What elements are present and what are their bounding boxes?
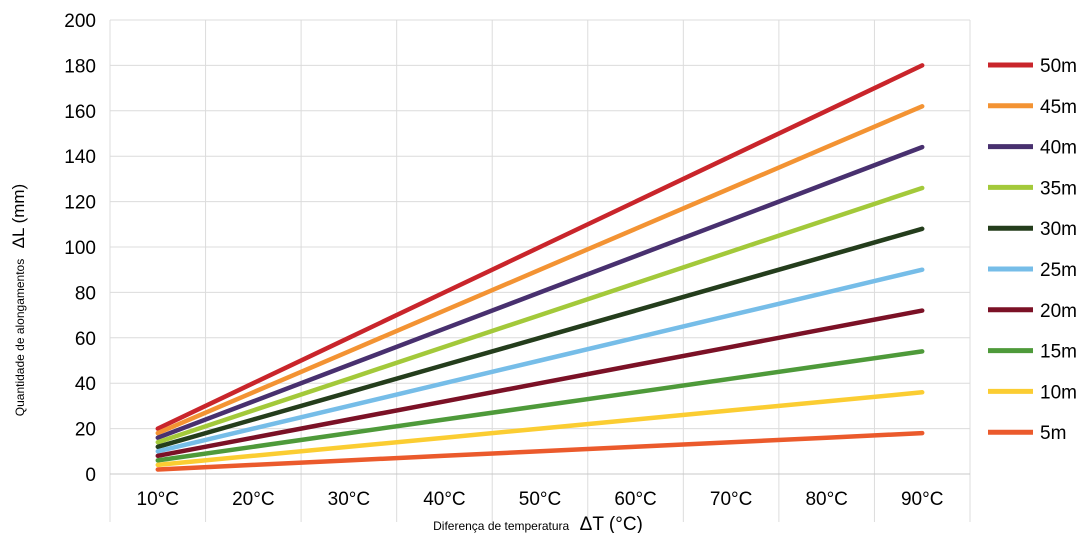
series-line-5m bbox=[155, 430, 925, 472]
legend-label-50m: 50m bbox=[1040, 56, 1077, 77]
x-tick-label: 20°C bbox=[232, 489, 274, 510]
y-tick-labels: 0 20 40 60 80 100 120 140 160 180 200 bbox=[64, 11, 96, 486]
y-tick-label: 200 bbox=[64, 11, 96, 32]
series-line-25m bbox=[155, 267, 925, 454]
y-tick-label: 160 bbox=[64, 102, 96, 123]
x-tick-label: 40°C bbox=[423, 489, 465, 510]
y-tick-label: 80 bbox=[75, 283, 96, 304]
series-line-40m bbox=[155, 144, 925, 440]
y-axis-label: Quantidade de alongamentos ΔL (mm) bbox=[9, 184, 28, 416]
y-tick-label: 100 bbox=[64, 238, 96, 259]
x-tick-label: 60°C bbox=[614, 489, 656, 510]
legend-label-5m: 5m bbox=[1040, 423, 1066, 444]
legend-label-15m: 15m bbox=[1040, 342, 1077, 363]
series-lines bbox=[155, 63, 925, 472]
legend-label-35m: 35m bbox=[1040, 178, 1077, 199]
legend: 50m 45m 40m 35m 30m 25m 20m 15m 10m 5m bbox=[988, 56, 1077, 444]
x-tick-label: 30°C bbox=[328, 489, 370, 510]
series-line-45m bbox=[155, 104, 925, 436]
y-tick-label: 20 bbox=[75, 420, 96, 441]
legend-label-45m: 45m bbox=[1040, 97, 1077, 118]
x-axis-label-small: Diferença de temperatura bbox=[433, 519, 569, 533]
y-axis-label-large: ΔL (mm) bbox=[9, 184, 28, 249]
y-tick-label: 0 bbox=[85, 465, 96, 486]
series-line-50m bbox=[155, 63, 925, 431]
x-tick-label: 80°C bbox=[805, 489, 847, 510]
series-line-15m bbox=[155, 349, 925, 463]
y-tick-label: 180 bbox=[64, 56, 96, 77]
series-line-20m bbox=[155, 308, 925, 459]
legend-label-10m: 10m bbox=[1040, 382, 1077, 403]
legend-label-30m: 30m bbox=[1040, 219, 1077, 240]
x-tick-label: 50°C bbox=[519, 489, 561, 510]
x-tick-labels: 10°C 20°C 30°C 40°C 50°C 60°C 70°C 80°C 90°C bbox=[137, 489, 944, 510]
y-tick-label: 60 bbox=[75, 329, 96, 350]
x-axis-label: Diferença de temperatura ΔT (°C) bbox=[433, 514, 643, 533]
series-line-35m bbox=[155, 185, 925, 445]
y-axis-label-small: Quantidade de alongamentos bbox=[13, 259, 27, 416]
legend-label-40m: 40m bbox=[1040, 138, 1077, 159]
series-line-30m bbox=[155, 226, 925, 450]
x-axis-label-large: ΔT (°C) bbox=[580, 514, 643, 533]
legend-label-25m: 25m bbox=[1040, 260, 1077, 281]
legend-label-20m: 20m bbox=[1040, 301, 1077, 322]
series-line-10m bbox=[155, 390, 925, 468]
y-tick-label: 40 bbox=[75, 374, 96, 395]
x-tick-label: 10°C bbox=[137, 489, 179, 510]
y-tick-label: 120 bbox=[64, 193, 96, 214]
x-tick-label: 90°C bbox=[901, 489, 943, 510]
x-tick-label: 70°C bbox=[710, 489, 752, 510]
y-tick-label: 140 bbox=[64, 147, 96, 168]
